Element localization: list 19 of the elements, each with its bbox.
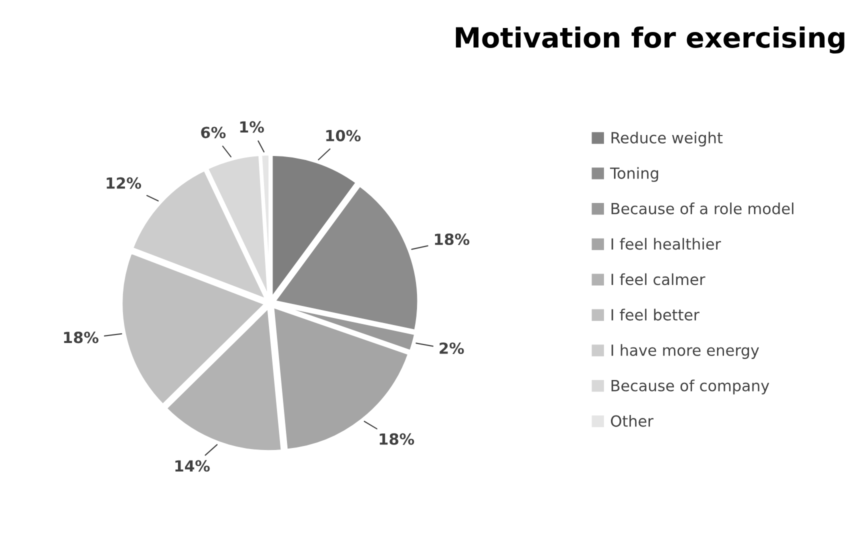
data-label: 18% [434, 234, 470, 246]
legend-label: Reduce weight [612, 132, 723, 146]
data-label: 10% [326, 130, 361, 142]
chart-title: Motivation for exercising [456, 26, 844, 54]
legend-label: I feel better [612, 308, 700, 321]
data-label: 12% [106, 177, 142, 189]
legend-label: I have more energy [612, 344, 759, 359]
legend-label: Toning [610, 167, 658, 182]
data-label: 18% [380, 433, 414, 445]
data-label: 14% [175, 460, 210, 472]
data-label: 2% [440, 342, 464, 354]
legend-label: Other [610, 414, 654, 427]
data-label: 6% [201, 126, 226, 138]
legend-label: I feel healthier [612, 238, 722, 250]
data-label: 1% [240, 121, 264, 133]
legend-label: I feel calmer [612, 273, 706, 286]
legend-label: Because of company [612, 380, 770, 394]
legend-label: Because of a role model [612, 202, 794, 214]
data-label: 18% [64, 332, 98, 344]
